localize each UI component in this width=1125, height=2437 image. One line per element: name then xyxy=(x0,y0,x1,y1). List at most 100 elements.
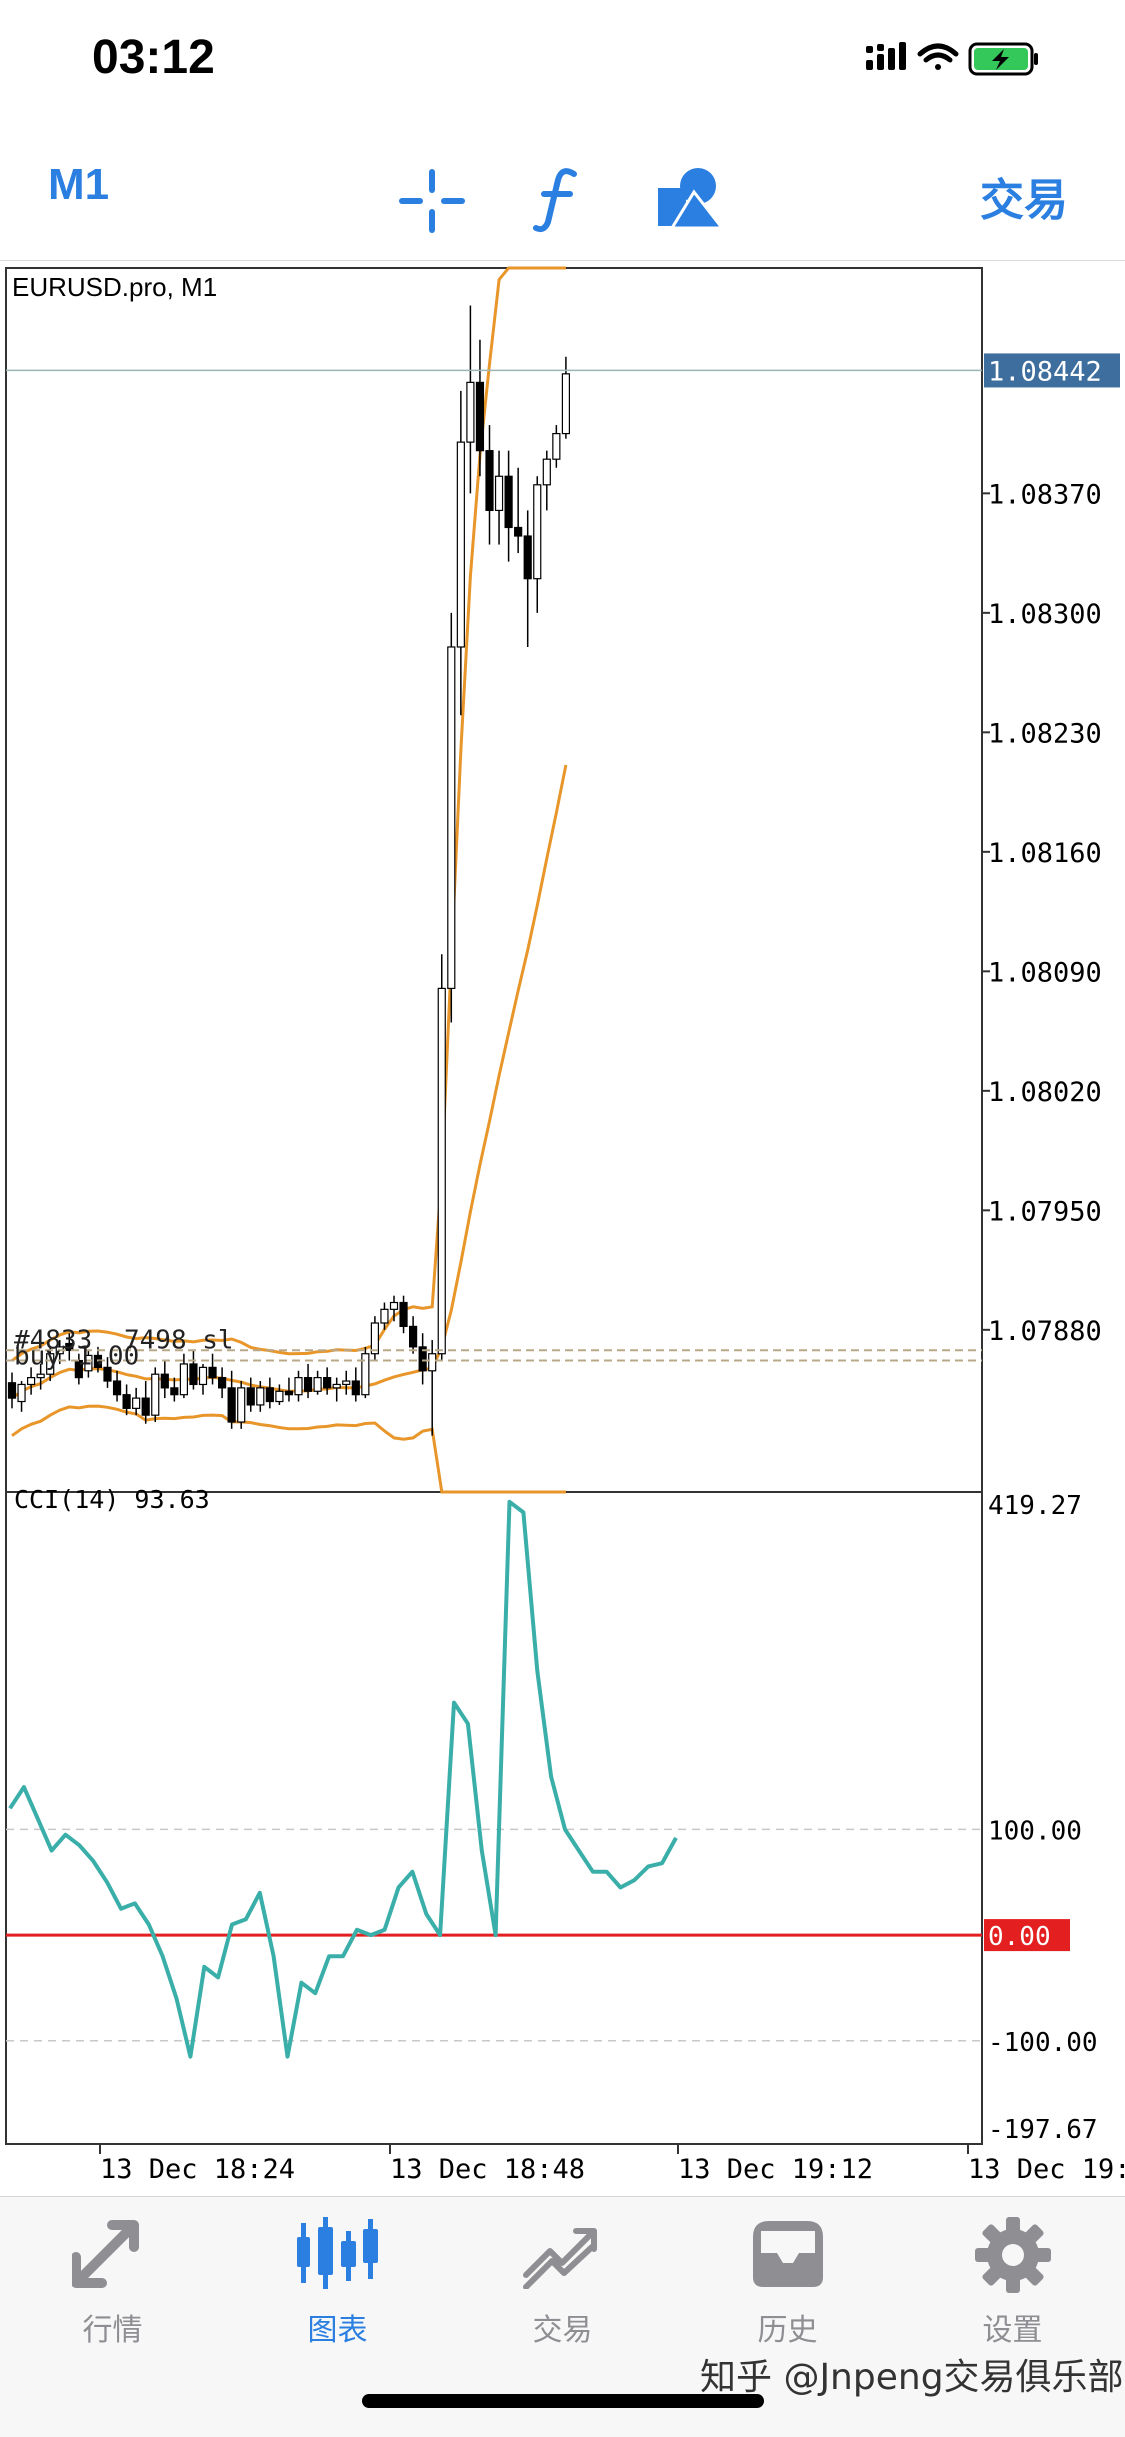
tab-chart[interactable]: 图表 xyxy=(225,2217,450,2348)
candle-body xyxy=(208,1366,217,1379)
candle xyxy=(46,1346,55,1382)
order-ticket-label: #4833 xyxy=(14,1325,92,1355)
candle-body xyxy=(227,1387,236,1423)
candle-body xyxy=(246,1387,255,1406)
cci-min-label: -197.67 xyxy=(988,2115,1098,2145)
candle xyxy=(399,1295,408,1334)
candle xyxy=(409,1316,418,1354)
candle-body xyxy=(303,1377,313,1392)
candle-body xyxy=(428,1353,437,1372)
candle-body xyxy=(84,1354,93,1372)
gear-icon xyxy=(975,2217,1051,2293)
candle xyxy=(112,1370,122,1402)
candle xyxy=(437,954,446,1361)
candle-body xyxy=(198,1366,208,1386)
function-icon[interactable] xyxy=(532,166,582,236)
status-bar: 03:12 xyxy=(0,0,1125,130)
candle-body xyxy=(370,1322,379,1355)
chart-toolbar: M1 交易 xyxy=(0,130,1125,261)
candle xyxy=(351,1367,360,1402)
time-tick-label: 13 Dec 19: xyxy=(968,2154,1125,2185)
price-tick-label: 1.08020 xyxy=(988,1077,1102,1108)
cci-level-label: 100.00 xyxy=(988,1816,1082,1846)
timeframe-button[interactable]: M1 xyxy=(48,160,110,209)
candle xyxy=(36,1363,45,1390)
cci-levels: 100.00 0.00 -100.00 xyxy=(6,1816,1098,2058)
candle xyxy=(466,305,475,494)
chart-icon xyxy=(297,2217,378,2289)
candle xyxy=(275,1384,284,1405)
crosshair-icon[interactable] xyxy=(398,168,466,234)
candle-body xyxy=(409,1325,418,1348)
candle xyxy=(552,425,561,468)
candle-body xyxy=(523,535,532,580)
price-tick-label: 1.07950 xyxy=(988,1196,1102,1227)
candle-body xyxy=(275,1390,284,1403)
candle-body xyxy=(112,1380,122,1396)
candle xyxy=(447,612,456,1023)
tab-settings[interactable]: 设置 xyxy=(900,2217,1125,2348)
candle xyxy=(141,1381,150,1424)
candle xyxy=(84,1350,93,1378)
candle xyxy=(542,450,551,511)
shapes-icon[interactable] xyxy=(656,166,724,230)
candle-body xyxy=(332,1383,341,1389)
candle xyxy=(389,1295,399,1322)
home-indicator[interactable] xyxy=(362,2394,764,2408)
order-sl-label: 7498 sl xyxy=(124,1325,234,1355)
candle-body xyxy=(122,1394,131,1409)
tab-trade[interactable]: 交易 xyxy=(450,2217,675,2348)
lower-band xyxy=(11,1404,566,1494)
candle xyxy=(27,1367,36,1395)
candle xyxy=(208,1353,217,1385)
price-pane[interactable] xyxy=(5,267,983,1493)
tab-label: 历史 xyxy=(757,2313,818,2348)
cci-pane[interactable] xyxy=(5,1491,983,2145)
candle-body xyxy=(494,475,504,512)
candle xyxy=(132,1387,141,1416)
candle-body xyxy=(514,526,523,537)
candle xyxy=(475,339,485,477)
candle xyxy=(418,1333,427,1385)
candle xyxy=(227,1370,236,1429)
candle-body xyxy=(447,646,456,990)
trade-button[interactable]: 交易 xyxy=(980,175,1068,226)
candle xyxy=(284,1377,294,1402)
tab-label: 交易 xyxy=(532,2313,593,2348)
candle xyxy=(361,1346,370,1399)
candle-body xyxy=(552,432,561,460)
candle-body xyxy=(561,373,571,435)
price-axis: 1.08370 1.08300 1.08230 1.08160 1.08090 1.080… xyxy=(982,479,1102,1347)
candle-body xyxy=(533,484,542,580)
candle xyxy=(246,1377,255,1412)
cci-line xyxy=(8,1499,678,2059)
candle xyxy=(428,1340,437,1436)
candle xyxy=(189,1350,198,1390)
candle xyxy=(17,1381,26,1412)
candles xyxy=(7,305,571,1436)
candle-body xyxy=(151,1373,160,1416)
candle-body xyxy=(237,1387,246,1423)
candle xyxy=(170,1377,179,1402)
candle xyxy=(494,450,504,545)
tab-history[interactable]: 历史 xyxy=(675,2217,900,2348)
cci-title: CCI(14) 93.63 xyxy=(14,1485,210,1514)
candle-body xyxy=(218,1377,227,1389)
time-axis: 13 Dec 18:24 13 Dec 18:48 13 Dec 19:12 13 D… xyxy=(99,2144,1125,2185)
candle-body xyxy=(17,1383,26,1403)
price-tick-label: 1.08160 xyxy=(988,838,1102,869)
candle-body xyxy=(27,1377,36,1386)
candle xyxy=(514,467,523,554)
tab-quotes[interactable]: 行情 xyxy=(0,2217,225,2348)
candle-body xyxy=(342,1380,351,1386)
price-tick-label: 1.08090 xyxy=(988,957,1102,988)
candle xyxy=(380,1302,389,1330)
trade-icon xyxy=(523,2228,597,2289)
status-icons xyxy=(866,42,1038,76)
candle-body xyxy=(485,450,494,512)
cci-level-label: -100.00 xyxy=(988,2028,1098,2058)
candle-body xyxy=(380,1308,389,1324)
cci-zero-badge xyxy=(984,1919,1070,1952)
candle-body xyxy=(504,475,513,529)
